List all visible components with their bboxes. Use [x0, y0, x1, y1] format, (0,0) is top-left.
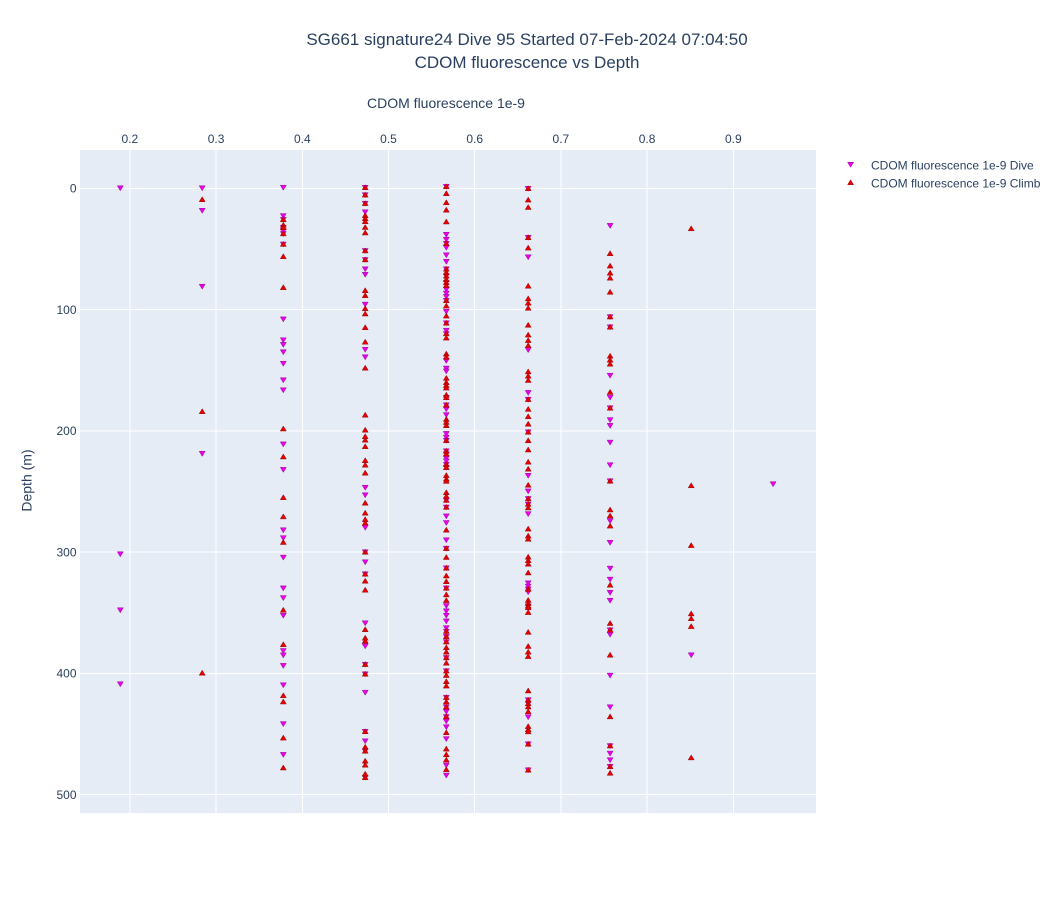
- svg-text:CDOM fluorescence vs Depth: CDOM fluorescence vs Depth: [415, 53, 640, 72]
- svg-text:CDOM fluorescence 1e-9: CDOM fluorescence 1e-9: [367, 95, 525, 111]
- svg-text:0.2: 0.2: [122, 132, 139, 146]
- svg-text:CDOM fluorescence 1e-9 Dive: CDOM fluorescence 1e-9 Dive: [871, 158, 1034, 172]
- svg-text:0: 0: [70, 182, 77, 196]
- svg-text:300: 300: [56, 545, 76, 559]
- svg-text:Depth (m): Depth (m): [19, 449, 35, 511]
- svg-text:SG661 signature24 Dive 95 Star: SG661 signature24 Dive 95 Started 07-Feb…: [306, 30, 747, 49]
- svg-text:CDOM fluorescence 1e-9 Climb: CDOM fluorescence 1e-9 Climb: [871, 177, 1041, 191]
- svg-text:0.7: 0.7: [553, 132, 570, 146]
- svg-text:200: 200: [56, 424, 76, 438]
- svg-text:0.3: 0.3: [208, 132, 225, 146]
- svg-text:0.8: 0.8: [639, 132, 656, 146]
- svg-text:100: 100: [56, 303, 76, 317]
- svg-text:400: 400: [56, 667, 76, 681]
- svg-text:0.9: 0.9: [725, 132, 742, 146]
- svg-text:500: 500: [56, 788, 76, 802]
- svg-text:0.5: 0.5: [380, 132, 397, 146]
- svg-text:0.4: 0.4: [294, 132, 311, 146]
- svg-text:0.6: 0.6: [466, 132, 483, 146]
